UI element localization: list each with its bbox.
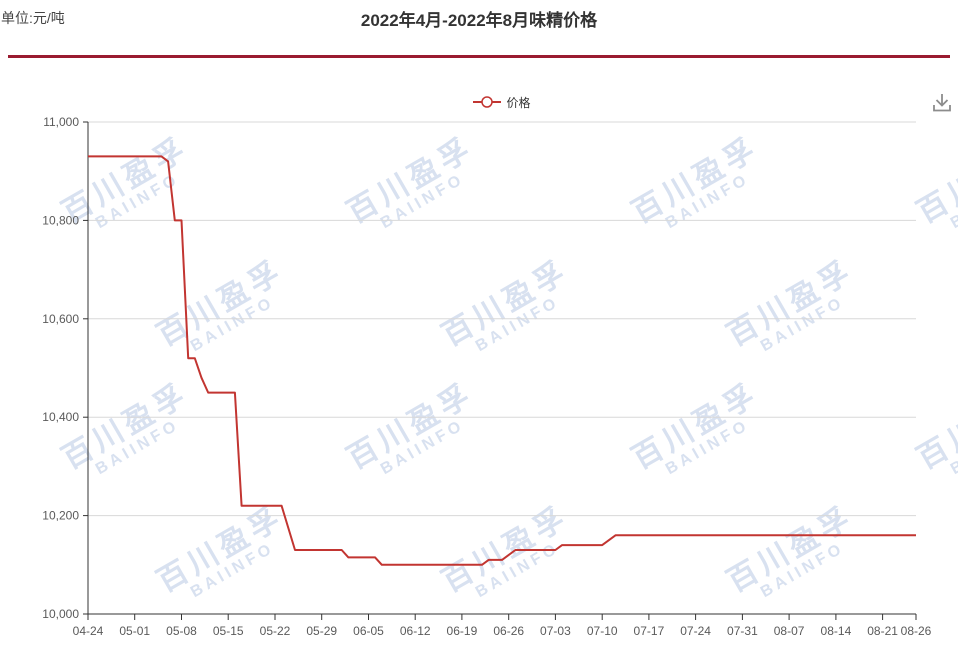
y-axis-tick-label: 10,800 [42, 213, 79, 227]
x-axis-tick-label: 07-24 [680, 624, 711, 638]
download-icon[interactable] [931, 91, 953, 115]
x-axis-tick-label: 06-26 [493, 624, 524, 638]
x-axis-tick-label: 05-15 [213, 624, 244, 638]
x-axis-tick-label: 07-10 [587, 624, 618, 638]
price-series-line [88, 155, 916, 566]
title-divider [8, 55, 950, 58]
y-axis-tick-label: 10,000 [42, 607, 79, 621]
y-axis-tick-label: 10,400 [42, 410, 79, 424]
x-axis-tick-label: 08-26 [901, 624, 932, 638]
x-axis-tick-label: 06-05 [353, 624, 384, 638]
legend-label: 价格 [506, 95, 531, 110]
x-axis-tick-label: 08-14 [821, 624, 852, 638]
x-axis-tick-label: 07-31 [727, 624, 758, 638]
y-axis-tick-label: 11,000 [43, 115, 79, 129]
legend-item-price[interactable]: 价格 [88, 94, 916, 110]
x-axis-tick-label: 05-01 [119, 624, 150, 638]
y-axis-tick-label: 10,200 [42, 509, 79, 523]
x-axis-tick-label: 05-08 [166, 624, 197, 638]
x-axis-tick-label: 06-12 [400, 624, 431, 638]
unit-label: 单位:元/吨 [1, 10, 65, 26]
x-axis-tick-label: 07-17 [634, 624, 665, 638]
x-axis-tick-label: 07-03 [540, 624, 571, 638]
x-axis-tick-label: 04-24 [73, 624, 104, 638]
page-title: 2022年4月-2022年8月味精价格 [360, 11, 598, 30]
x-axis-tick-label: 08-07 [774, 624, 805, 638]
x-axis-tick-label: 06-19 [447, 624, 478, 638]
x-axis-tick-label: 05-22 [260, 624, 291, 638]
legend-line-marker-icon [473, 95, 502, 109]
x-axis-tick-label: 08-21 [867, 624, 898, 638]
y-axis-tick-label: 10,600 [42, 312, 79, 326]
x-axis-tick-label: 05-29 [306, 624, 337, 638]
